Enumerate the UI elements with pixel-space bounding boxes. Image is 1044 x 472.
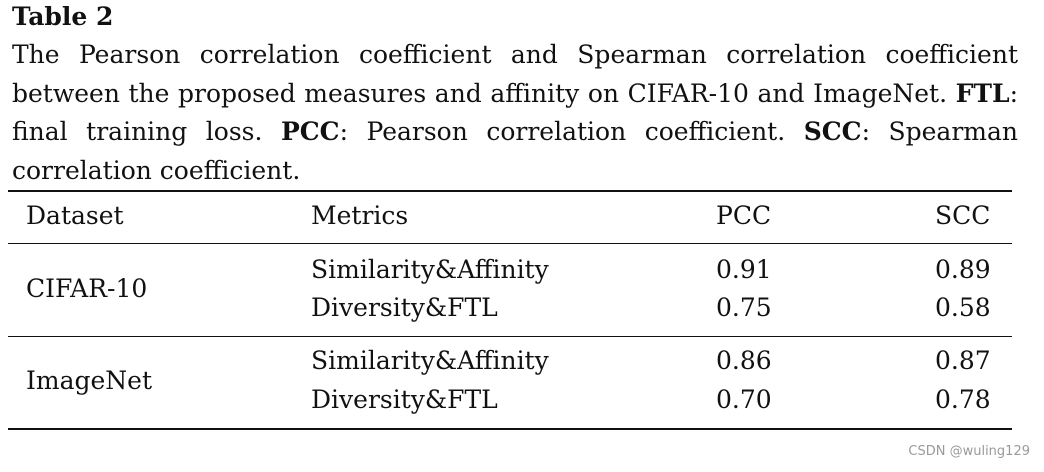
header-pcc: PCC — [716, 201, 772, 230]
table-label: Table 2 — [12, 2, 114, 31]
scc-cell: 0.78 — [935, 385, 991, 414]
caption-text: The Pearson correlation coefficient and … — [12, 36, 1018, 190]
scc-cell: 0.87 — [935, 346, 991, 375]
header-scc: SCC — [935, 201, 991, 230]
metric-cell: Similarity&Affinity — [311, 255, 549, 284]
caption-note-ftl: : final training loss. — [12, 78, 1018, 147]
scc-cell: 0.89 — [935, 255, 991, 284]
caption-note-scc: : Spearman correlation coefficient. — [12, 117, 1018, 185]
metric-cell: Diversity&FTL — [311, 293, 498, 322]
table-bottom-rule — [8, 428, 1012, 430]
scc-cell: 0.58 — [935, 293, 991, 322]
watermark: CSDN @wuling129 — [908, 444, 1030, 459]
table-group-divider — [8, 336, 1012, 337]
metric-cell: Similarity&Affinity — [311, 346, 549, 375]
pcc-cell: 0.91 — [716, 255, 772, 284]
dataset-cell-cifar10: CIFAR-10 — [26, 274, 148, 303]
pcc-cell: 0.86 — [716, 346, 772, 375]
caption-abbr-scc: SCC — [803, 117, 862, 146]
header-metrics: Metrics — [311, 201, 409, 230]
caption-abbr-ftl: FTL — [955, 78, 1010, 108]
header-dataset: Dataset — [26, 201, 124, 230]
table-top-rule — [8, 190, 1012, 192]
pcc-cell: 0.70 — [716, 385, 772, 414]
table-caption: Table 2 The Pearson correlation coeffici… — [12, 2, 1018, 190]
caption-intro: The Pearson correlation coefficient and … — [12, 40, 1018, 108]
caption-abbr-pcc: PCC — [280, 117, 340, 146]
caption-note-pcc: : Pearson correlation coefficient. — [339, 117, 786, 146]
table-header-rule — [8, 243, 1012, 244]
metric-cell: Diversity&FTL — [311, 385, 498, 414]
pcc-cell: 0.75 — [716, 293, 772, 322]
dataset-cell-imagenet: ImageNet — [26, 366, 153, 395]
